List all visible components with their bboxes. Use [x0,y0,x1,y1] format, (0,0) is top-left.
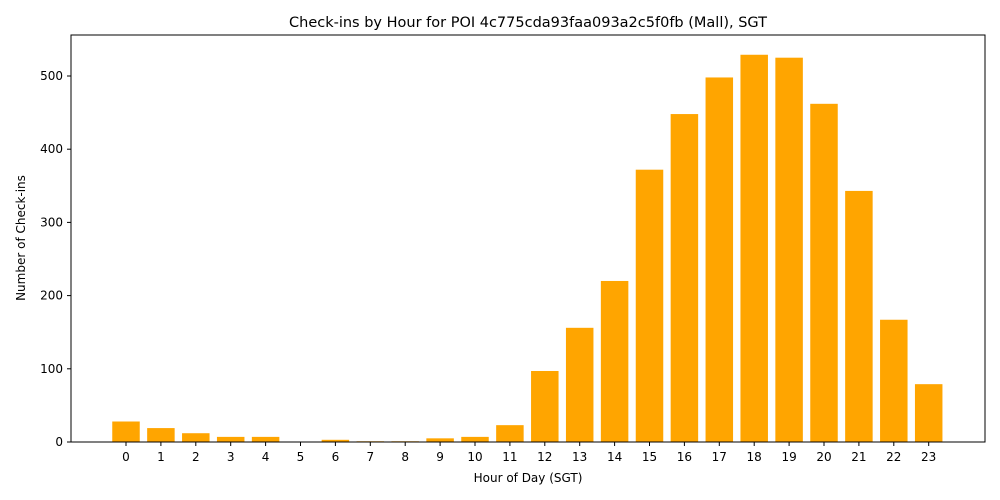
x-tick-label: 20 [816,450,831,464]
bar-hour-1 [147,428,175,442]
bar-hour-4 [251,436,280,442]
bar-hour-18 [740,54,768,442]
bar-hour-9 [426,438,454,442]
plot-frame [70,34,986,443]
y-tick-label: 100 [40,362,63,376]
bar-hour-12 [531,370,559,442]
chart-title: Check-ins by Hour for POI 4c775cda93faa0… [289,15,767,31]
x-tick-label: 12 [537,450,552,464]
x-tick-label: 4 [262,450,270,464]
bar-hour-16 [670,114,699,442]
bar-hour-21 [845,190,873,442]
x-tick-label: 18 [747,450,762,464]
y-axis-title: Number of Check-ins [14,175,28,301]
bar-hour-2 [182,433,210,442]
x-tick-label: 22 [886,450,901,464]
x-tick-label: 13 [572,450,587,464]
x-tick-label: 8 [401,450,409,464]
bar-hour-20 [810,103,838,442]
bar-hour-10 [461,436,489,442]
bar-hour-0 [112,421,140,442]
x-tick-label: 3 [227,450,235,464]
bar-hour-14 [600,280,629,442]
x-tick-label: 9 [436,450,444,464]
x-tick-label: 23 [921,450,936,464]
x-tick-label: 16 [677,450,692,464]
x-tick-label: 6 [332,450,340,464]
bar-hour-6 [321,439,350,442]
x-tick-label: 10 [467,450,482,464]
x-tick-label: 17 [712,450,727,464]
x-tick-label: 2 [192,450,200,464]
bar-hour-11 [496,425,524,442]
x-tick-label: 5 [297,450,305,464]
y-tick-label: 200 [40,289,63,303]
x-tick-label: 7 [366,450,374,464]
bar-hour-19 [775,57,803,442]
x-tick-label: 1 [157,450,165,464]
bar-hour-13 [565,327,594,442]
y-tick-label: 0 [55,435,63,449]
y-tick-label: 500 [40,69,63,83]
x-axis-title: Hour of Day (SGT) [474,471,583,485]
x-axis-ticks: 0 1 2 3 4 5 6 7 8 9 10 11 12 13 14 15 16 17 18 19 20 21 22 23 [122,442,936,464]
bar-hour-22 [880,319,908,442]
bar-hour-15 [635,169,664,442]
bars-group [112,54,943,443]
y-tick-label: 300 [40,215,63,229]
bar-hour-23 [914,384,943,442]
x-tick-label: 11 [502,450,517,464]
x-tick-label: 19 [781,450,796,464]
x-tick-label: 14 [607,450,622,464]
x-tick-label: 21 [851,450,866,464]
x-tick-label: 0 [122,450,130,464]
bar-hour-3 [216,436,245,442]
x-tick-label: 15 [642,450,657,464]
bar-hour-17 [705,77,734,443]
y-tick-label: 400 [40,142,63,156]
y-axis-ticks: 0 100 200 300 400 500 [40,69,71,449]
